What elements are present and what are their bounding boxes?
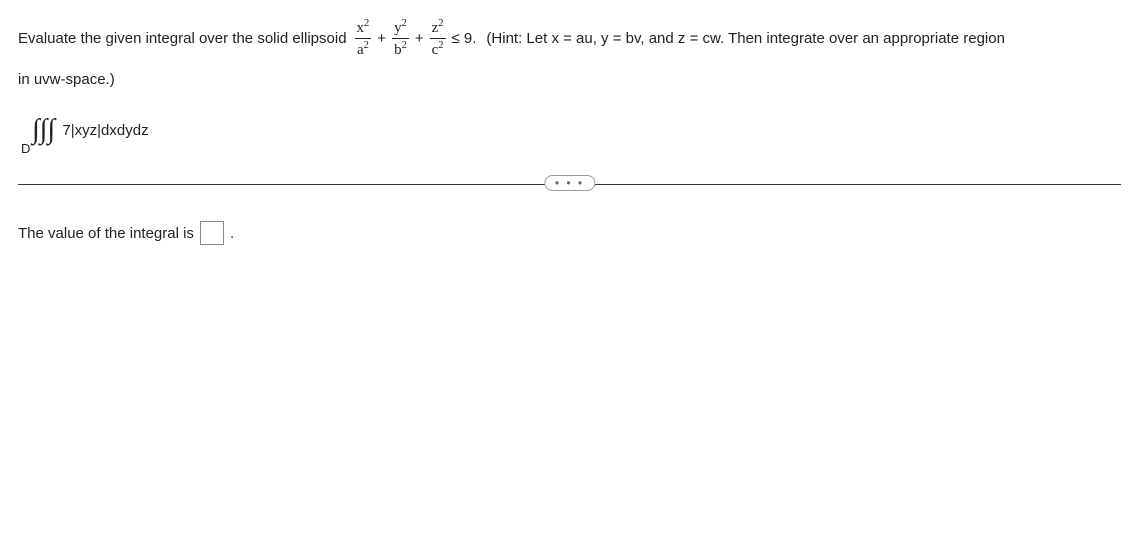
answer-label: The value of the integral is: [18, 225, 194, 242]
section-divider: • • •: [18, 184, 1121, 185]
leq-rhs: ≤ 9.: [452, 30, 477, 47]
integral-sign-1: ∫: [32, 116, 40, 144]
fraction-x2-a2: x2 a2: [355, 18, 372, 59]
answer-period: .: [230, 225, 234, 242]
plus-2: +: [415, 30, 424, 47]
plus-1: +: [377, 30, 386, 47]
divider-dots: • • •: [544, 175, 595, 191]
fraction-z2-c2: z2 c2: [430, 18, 446, 59]
lead-text: Evaluate the given integral over the sol…: [18, 30, 347, 47]
problem-line-1: Evaluate the given integral over the sol…: [18, 18, 1121, 59]
fraction-y2-b2: y2 b2: [392, 18, 409, 59]
integral-sign-3: ∫: [47, 116, 55, 144]
triple-integral: ∫ ∫ ∫ D 7|xyz|dxdydz: [32, 116, 1121, 144]
answer-row: The value of the integral is .: [18, 221, 1121, 245]
hint-text: (Hint: Let x = au, y = bv, and z = cw. T…: [486, 30, 1005, 47]
integral-domain-subscript: D: [21, 141, 30, 156]
answer-input[interactable]: [200, 221, 224, 245]
integrand: 7|xyz|dxdydz: [62, 122, 148, 139]
problem-line-2: in uvw-space.): [18, 71, 1121, 88]
